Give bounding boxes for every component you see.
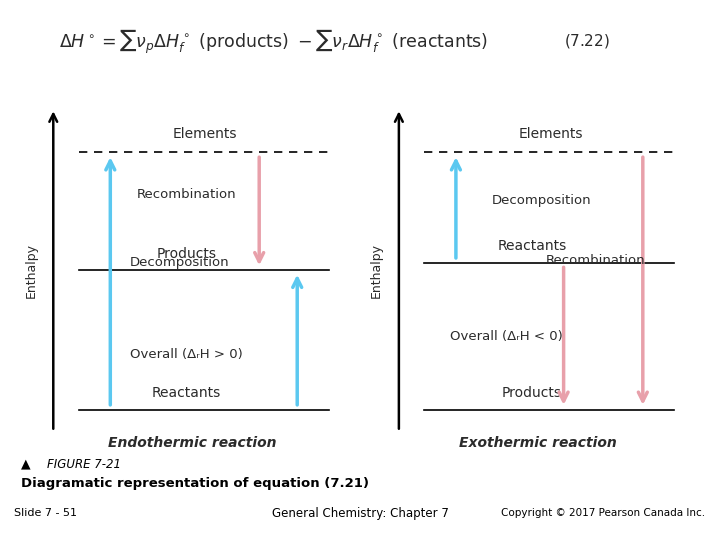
Text: Products: Products — [156, 247, 216, 261]
Text: Slide 7 - 51: Slide 7 - 51 — [14, 508, 78, 518]
Text: Recombination: Recombination — [546, 254, 645, 267]
Text: Exothermic reaction: Exothermic reaction — [459, 436, 617, 450]
Text: Copyright © 2017 Pearson Canada Inc.: Copyright © 2017 Pearson Canada Inc. — [501, 508, 706, 518]
Text: Decomposition: Decomposition — [492, 194, 591, 207]
Text: Overall (ΔᵣH > 0): Overall (ΔᵣH > 0) — [130, 348, 243, 361]
Text: $\Delta H^\circ = \sum\nu_p\Delta H_f^\circ\ \mathrm{(products)}\ -\sum\nu_r\Del: $\Delta H^\circ = \sum\nu_p\Delta H_f^\c… — [59, 28, 488, 56]
Text: FIGURE 7-21: FIGURE 7-21 — [48, 458, 121, 471]
Text: Elements: Elements — [173, 127, 238, 141]
Text: Reactants: Reactants — [152, 386, 221, 400]
Text: Overall (ΔᵣH < 0): Overall (ΔᵣH < 0) — [450, 329, 563, 342]
Text: Products: Products — [502, 386, 562, 400]
Text: Recombination: Recombination — [137, 188, 236, 201]
Text: $\mathit{(7.22)}$: $\mathit{(7.22)}$ — [564, 32, 610, 50]
Text: Enthalpy: Enthalpy — [370, 242, 383, 298]
Text: Enthalpy: Enthalpy — [24, 242, 37, 298]
Text: Diagramatic representation of equation (7.21): Diagramatic representation of equation (… — [22, 477, 369, 490]
Text: Elements: Elements — [518, 127, 583, 141]
Text: Decomposition: Decomposition — [130, 256, 230, 269]
Text: Reactants: Reactants — [498, 239, 567, 253]
Text: ▲: ▲ — [22, 458, 31, 471]
Text: Endothermic reaction: Endothermic reaction — [109, 436, 277, 450]
Text: General Chemistry: Chapter 7: General Chemistry: Chapter 7 — [271, 507, 449, 520]
